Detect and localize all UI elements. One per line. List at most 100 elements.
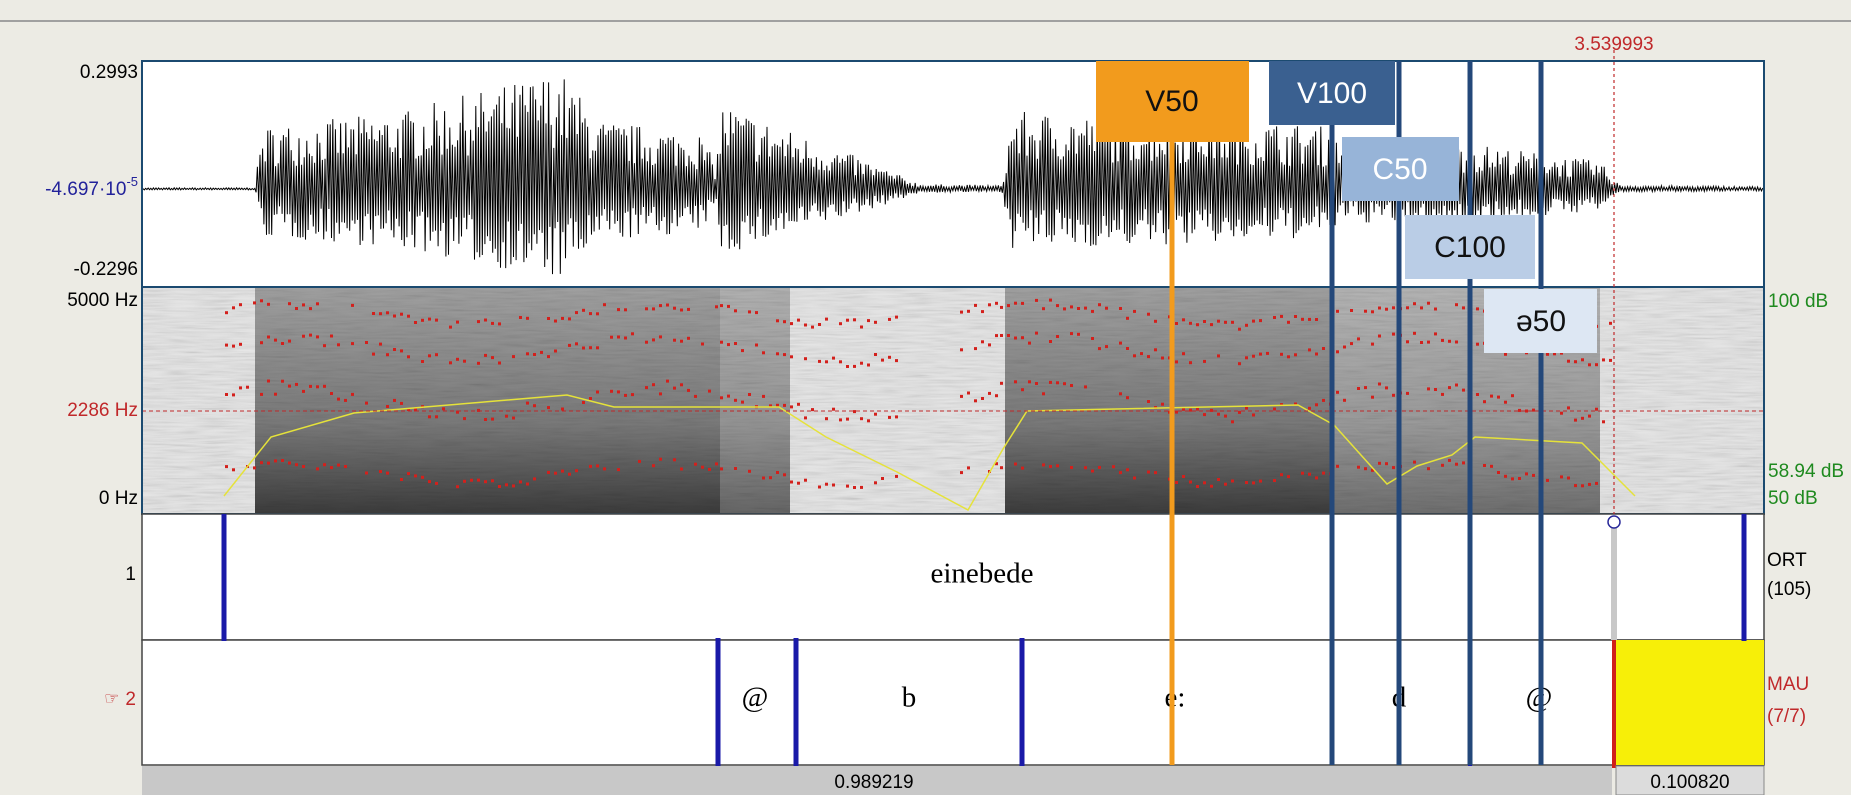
formant-point: [1476, 342, 1479, 346]
formant-point: [839, 418, 842, 422]
formant-point: [1462, 306, 1465, 310]
formant-point: [414, 321, 417, 324]
formant-point: [960, 310, 963, 314]
formant-tracks: [225, 298, 1612, 489]
interval-label: einebede: [930, 558, 1033, 590]
formant-point: [1273, 479, 1276, 482]
formant-point: [1273, 316, 1276, 319]
tier-2[interactable]: [141, 639, 1765, 766]
formant-point: [1063, 382, 1066, 386]
annotation-label: V50: [1145, 85, 1198, 118]
formant-point: [526, 401, 529, 405]
interval-label: b: [902, 682, 917, 714]
formant-point: [1182, 475, 1185, 478]
formant-point: [1189, 361, 1192, 365]
formant-point: [547, 406, 550, 410]
tier-number[interactable]: ☞ 2: [104, 689, 136, 710]
formant-point: [1427, 301, 1430, 305]
formant-point: [1602, 358, 1605, 362]
formant-point: [720, 340, 723, 344]
formant-point: [818, 359, 821, 363]
formant-point: [1441, 392, 1444, 396]
formant-point: [1280, 403, 1283, 407]
formant-point: [769, 476, 772, 480]
formant-point: [1462, 461, 1465, 465]
formant-point: [1581, 416, 1584, 420]
formant-point: [776, 319, 779, 323]
formant-point: [860, 325, 863, 329]
formant-point: [323, 384, 326, 388]
formant-point: [1455, 340, 1458, 344]
formant-point: [302, 334, 305, 338]
formant-point: [1175, 481, 1178, 484]
duration-label: 0.989219: [834, 772, 913, 793]
formant-point: [1406, 391, 1409, 395]
formant-point: [1455, 303, 1458, 307]
formant-point: [1343, 345, 1346, 349]
tier-count: (7/7): [1767, 706, 1806, 727]
formant-point: [1581, 484, 1584, 488]
formant-point: [825, 317, 828, 321]
formant-point: [1315, 403, 1318, 407]
formant-point: [1000, 381, 1003, 385]
formant-point: [762, 476, 765, 480]
formant-point: [1210, 323, 1213, 327]
formant-point: [1224, 482, 1227, 486]
formant-point: [825, 482, 828, 486]
formant-point: [1560, 475, 1563, 479]
formant-point: [351, 392, 354, 396]
formant-point: [1126, 316, 1129, 320]
formant-point: [1203, 481, 1206, 485]
formant-point: [225, 393, 228, 396]
formant-point: [1322, 347, 1325, 350]
formant-point: [790, 480, 793, 484]
formant-point: [673, 458, 676, 462]
formant-point: [1203, 413, 1206, 417]
formant-point: [1182, 352, 1185, 356]
formant-point: [575, 311, 578, 315]
formant-point: [659, 304, 662, 308]
duration-bar[interactable]: [1615, 765, 1765, 795]
formant-point: [1119, 392, 1122, 396]
formant-point: [755, 311, 758, 315]
formant-point: [225, 311, 228, 315]
formant-point: [1154, 348, 1157, 352]
formant-point: [680, 339, 683, 343]
formant-point: [239, 303, 242, 307]
formant-point: [1259, 479, 1262, 483]
formant-point: [1413, 460, 1416, 464]
formant-point: [776, 471, 779, 474]
formant-point: [400, 312, 403, 316]
tier-1[interactable]: [141, 513, 1765, 641]
duration-bar[interactable]: [142, 766, 1612, 795]
formant-point: [330, 392, 333, 395]
annotation-box: [1484, 289, 1597, 353]
formant-point: [1406, 306, 1409, 310]
formant-point: [470, 478, 473, 482]
formant-point: [421, 360, 424, 363]
formant-point: [1343, 398, 1346, 402]
formant-point: [1392, 332, 1395, 336]
formant-point: [832, 356, 835, 360]
formant-point: [1322, 398, 1325, 402]
formant-point: [624, 336, 627, 340]
boundary-handle[interactable]: [1607, 515, 1621, 529]
formant-point: [804, 323, 807, 327]
formant-point: [818, 485, 821, 489]
formant-point: [995, 334, 998, 338]
formant-point: [988, 303, 991, 307]
formant-point: [860, 361, 863, 365]
formant-point: [302, 303, 305, 307]
formant-point: [673, 306, 676, 310]
formant-point: [617, 308, 620, 312]
formant-point: [874, 481, 877, 485]
tier-number-text: 2: [125, 689, 136, 710]
formant-point: [748, 469, 751, 473]
formant-point: [1441, 463, 1444, 467]
formant-point: [1196, 407, 1199, 411]
formant-point: [421, 475, 424, 479]
formant-point: [330, 466, 333, 470]
formant-point: [797, 402, 800, 406]
formant-point: [365, 401, 368, 405]
formant-point: [804, 357, 807, 361]
